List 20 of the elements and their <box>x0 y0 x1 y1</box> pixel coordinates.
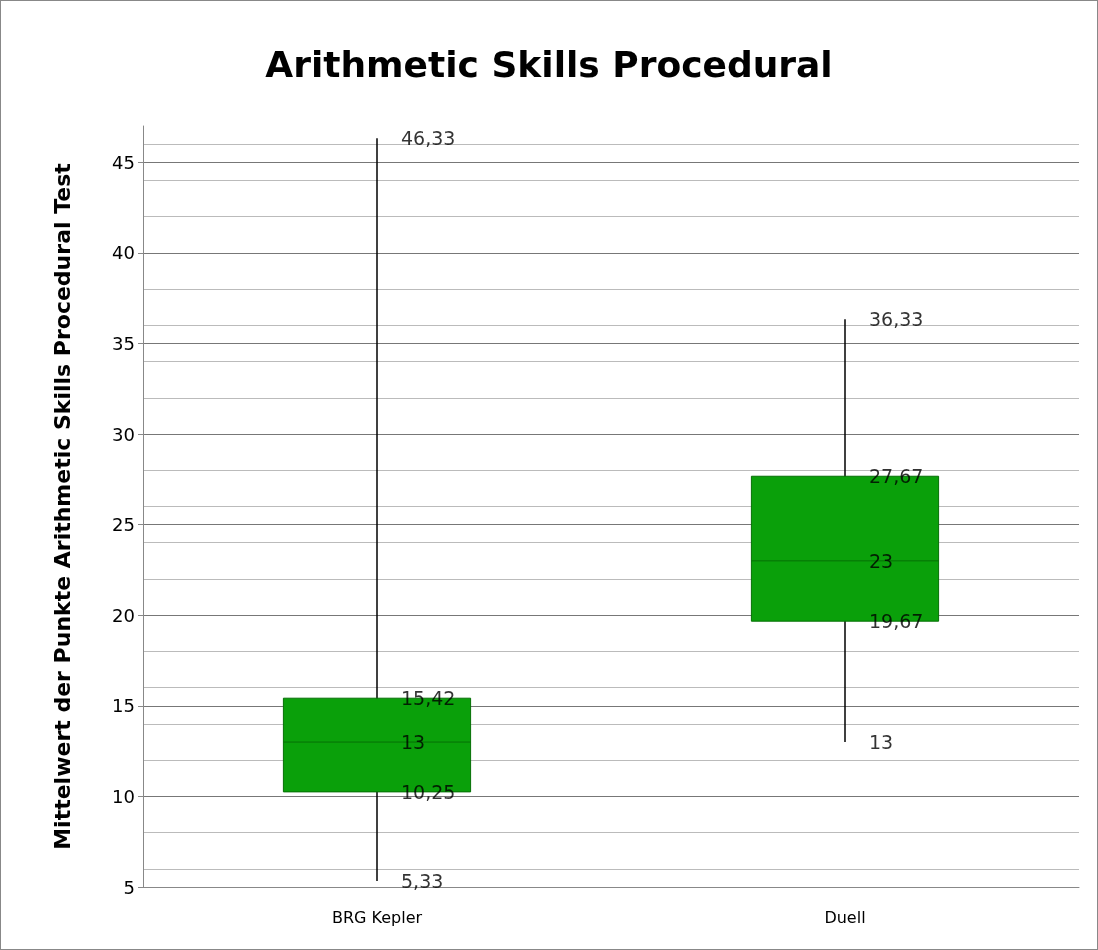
x-tick-label: Duell <box>824 907 866 927</box>
y-tick-label: 10 <box>112 785 135 807</box>
text: 13 <box>401 731 426 754</box>
y-tick-label: 35 <box>112 332 135 354</box>
y-tick-label: 20 <box>112 604 135 626</box>
y-tick-label: 45 <box>112 151 135 173</box>
chart-title: Arithmetic Skills Procedural <box>265 43 833 85</box>
y-tick-label: 5 <box>123 876 135 898</box>
text: 10,25 <box>401 780 456 803</box>
text: 13 <box>869 731 894 754</box>
text: 23 <box>869 549 894 572</box>
x-tick-label: BRG Kepler <box>331 907 423 927</box>
text: 46,33 <box>401 127 456 150</box>
y-axis-title: Mittelwert der Punkte Arithmetic Skills Procedural Test <box>49 162 75 850</box>
y-tick-label: 40 <box>112 242 135 264</box>
text: 5,33 <box>401 870 444 893</box>
y-tick-label: 30 <box>112 423 135 445</box>
y-tick-label: 15 <box>112 695 135 717</box>
y-tick-label: 25 <box>112 514 135 536</box>
text: 36,33 <box>869 308 924 331</box>
